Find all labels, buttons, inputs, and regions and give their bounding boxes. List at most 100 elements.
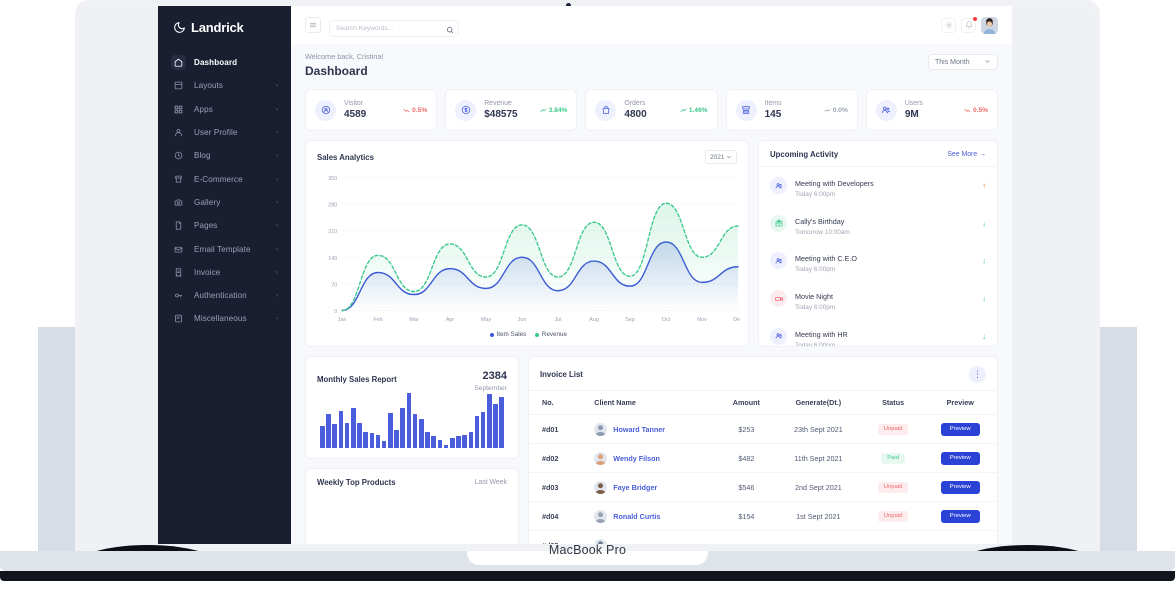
see-more-link[interactable]: See More → [947, 151, 986, 158]
stat-card-users[interactable]: Users 9M 0.5% [865, 89, 999, 131]
table-row[interactable]: #d03 Faye Bridger $546 2nd Sept 2021 Unpaid P… [529, 472, 997, 502]
invoice-preview[interactable]: Preview [923, 472, 997, 502]
sidebar-item-miscellaneous[interactable]: Miscellaneous › [166, 307, 283, 330]
kebab-icon[interactable]: ⋮ [969, 366, 986, 383]
bell-icon[interactable] [961, 16, 977, 33]
invoice-preview[interactable]: Preview [923, 501, 997, 531]
bar [320, 426, 325, 448]
see-more-label: See More [947, 151, 978, 158]
preview-button[interactable]: Preview [940, 422, 980, 436]
card-title: Monthly Sales Report [317, 374, 397, 384]
sidebar-item-ecommerce[interactable]: E-Commerce › [166, 167, 283, 190]
activity-title: Meeting with HR [795, 329, 848, 339]
client-name-link[interactable]: Ronald Curtis [613, 511, 661, 521]
search-icon[interactable] [446, 21, 454, 39]
table-row[interactable]: #d02 Wendy Filson $482 11th Sept 2021 Paid Pr… [529, 443, 997, 473]
activity-item[interactable]: Movie Night Today 6:00pm ↓ [759, 280, 997, 318]
svg-text:Nov: Nov [697, 317, 707, 323]
activity-title: Meeting with C.E.O [795, 254, 857, 264]
sidebar-nav: Dashboard Layouts › Apps › User Profile [158, 51, 291, 331]
stat-value: $48575 [484, 109, 518, 120]
invoice-column-header: Generate(Dt.) [773, 390, 863, 415]
svg-text:280: 280 [328, 202, 337, 208]
activity-item[interactable]: Meeting with Developers Today 6:00pm ↑ [759, 167, 997, 205]
svg-text:Oct: Oct [662, 317, 671, 323]
client-name-link[interactable]: Faye Bridger [613, 482, 658, 492]
table-row[interactable]: #d05 [529, 530, 997, 545]
avatar [594, 451, 608, 465]
stat-card-items[interactable]: Items 145 0.0% [725, 89, 858, 131]
avatar [594, 509, 608, 523]
invoice-list-card: Invoice List ⋮ No. Client Name Amount Gener… [528, 356, 998, 545]
sidebar-item-gallery[interactable]: Gallery › [166, 191, 283, 214]
weekly-range-label: Last Week [474, 479, 507, 486]
stat-change: 0.0% [824, 107, 848, 114]
invoice-preview[interactable]: Preview [923, 414, 997, 444]
invoice-status: Unpaid [862, 501, 924, 531]
sidebar-item-email-template[interactable]: Email Template › [166, 237, 283, 260]
year-select[interactable]: 2021 [705, 150, 737, 164]
activity-title: Meeting with Developers [795, 179, 874, 189]
sidebar-item-dashboard[interactable]: Dashboard [166, 51, 283, 74]
device-label: MacBook Pro [548, 543, 627, 557]
client-name-link[interactable]: Wendy Filson [613, 453, 660, 463]
client-name-link[interactable]: Howard Tanner [613, 424, 666, 434]
table-row[interactable]: #d04 Ronald Curtis $154 1st Sept 2021 Unpaid… [529, 501, 997, 531]
invoice-client[interactable]: Wendy Filson [581, 443, 719, 473]
legend-label: Revenue [541, 331, 567, 338]
sales-chart: 0 70 140 210 280 350 Jan Feb Mar Apr May Jun Jul Aug S… [317, 171, 743, 338]
search-box[interactable] [329, 17, 459, 37]
activity-item[interactable]: Meeting with C.E.O Today 6:00pm ↓ [759, 242, 997, 280]
activity-item[interactable]: Cally's Birthday Tomorrow 10:00am ↓ [759, 205, 997, 243]
gear-icon[interactable] [941, 17, 956, 33]
sidebar-item-authentication[interactable]: Authentication › [166, 284, 283, 307]
clock-icon [173, 150, 184, 161]
sidebar-item-invoice[interactable]: Invoice › [166, 261, 283, 284]
invoice-no: #d01 [529, 414, 582, 444]
activity-item[interactable]: Meeting with HR Today 6:00pm ↓ [759, 317, 997, 346]
weekly-top-products-card: Weekly Top Products Last Week 23.9%38.5% [305, 468, 519, 545]
status-badge: Paid [881, 452, 905, 464]
stat-card-orders[interactable]: Orders 4800 1.46% [585, 89, 718, 131]
main-content: Welcome back, Cristina! Dashboard This M… [291, 44, 1012, 545]
brand-logo[interactable]: Landrick [158, 6, 291, 51]
shop-icon [173, 174, 184, 185]
stat-card-revenue[interactable]: Revenue $48575 3.84% [445, 89, 578, 131]
activity-time: Today 6:00pm [795, 266, 836, 274]
sidebar-item-apps[interactable]: Apps › [166, 98, 283, 121]
preview-button[interactable]: Preview [940, 451, 980, 465]
invoice-preview[interactable] [923, 530, 997, 545]
sidebar-item-blog[interactable]: Blog › [166, 144, 283, 167]
stat-card-visitor[interactable]: Visitor 4589 0.5% [305, 89, 438, 131]
range-filter-select[interactable]: This Month [928, 54, 998, 70]
invoice-client[interactable]: Howard Tanner [581, 414, 719, 444]
users-icon [770, 327, 787, 345]
chevron-right-icon: › [275, 105, 278, 113]
invoice-status: Unpaid [862, 414, 924, 444]
brand-name: Landrick [191, 20, 244, 35]
table-row[interactable]: #d01 Howard Tanner $253 23th Sept 2021 Unpai… [529, 414, 997, 444]
invoice-client[interactable] [581, 530, 719, 545]
stat-label: Orders [624, 100, 646, 107]
avatar [594, 422, 608, 436]
avatar [594, 480, 608, 494]
chevron-down-icon [984, 58, 991, 67]
sidebar-item-pages[interactable]: Pages › [166, 214, 283, 237]
card-title: Upcoming Activity [770, 150, 839, 159]
search-input[interactable] [329, 19, 459, 37]
chevron-right-icon: › [275, 315, 278, 323]
preview-button[interactable]: Preview [940, 509, 980, 523]
preview-button[interactable]: Preview [940, 480, 980, 494]
invoice-client[interactable]: Ronald Curtis [581, 501, 719, 531]
sidebar-item-layouts[interactable]: Layouts › [166, 74, 283, 97]
bar [326, 413, 331, 448]
invoice-client[interactable]: Faye Bridger [581, 472, 719, 502]
bar [406, 393, 412, 448]
hamburger-icon[interactable] [305, 17, 321, 33]
invoice-preview[interactable]: Preview [923, 443, 997, 473]
activity-time: Today 6:00pm [795, 191, 836, 199]
avatar[interactable] [981, 16, 998, 34]
bar [449, 438, 455, 448]
sidebar-item-user-profile[interactable]: User Profile › [166, 121, 283, 144]
